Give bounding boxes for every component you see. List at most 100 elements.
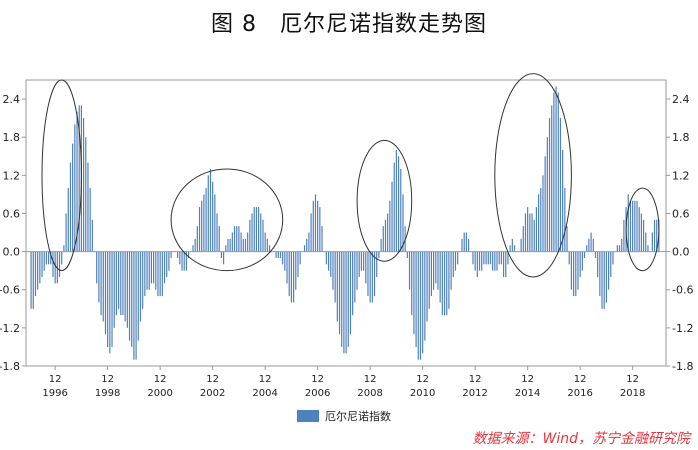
bar [214,194,216,252]
bar [255,207,257,252]
bar [47,251,50,265]
x-axis: 12 1996 12 1998 12 2000 12 2002 12 2004 12 2006 12 20… [42,366,645,399]
bar [577,251,579,290]
bar [50,251,52,265]
bar [229,238,231,252]
bar [494,251,496,271]
x-tick-year-label: 1996 [42,388,67,399]
bar [336,251,338,322]
bar [159,251,161,297]
bar [249,219,251,252]
bar [321,226,323,252]
bar [268,245,271,252]
annotation-ellipse [41,79,82,272]
bar [551,105,553,252]
annotation-ellipse [494,73,572,278]
bar [570,251,572,290]
x-tick-year-label: 2002 [200,388,225,399]
bar [555,86,557,252]
bar [426,251,428,322]
bar [63,245,65,252]
bar [428,251,430,309]
bar [41,251,43,278]
bar [91,219,93,252]
x-tick-month-label: 12 [154,374,167,385]
bar [389,200,391,252]
bar [640,213,642,252]
bar [236,226,238,252]
bar [572,251,575,297]
bar [155,251,157,290]
bar [279,251,282,258]
y-axis-left: 2.4 1.8 1.2 0.6 0.0 -0.6 -1.2 -1.8 [0,93,26,373]
bar [87,162,89,252]
bar [511,238,513,252]
bar [535,207,537,252]
bar [100,251,102,316]
bar [581,251,583,271]
bar [275,251,277,258]
bar [411,251,413,316]
bar [439,251,441,303]
bar [354,251,356,303]
bar [393,162,395,252]
bar [257,207,260,252]
bar [527,207,529,252]
bar [524,213,527,252]
bar [314,194,317,252]
bar [352,251,354,316]
bar [413,251,415,335]
bar [218,226,220,252]
chart-title: 图 8 厄尔尼诺指数走势图 [211,12,487,37]
bar [380,238,382,252]
bar [476,251,478,278]
bar [111,251,113,347]
y-tick-label-right: 1.2 [672,169,690,182]
legend-label: 厄尔尼诺指数 [325,410,391,423]
bar [607,251,610,290]
bar [417,251,419,360]
bar [568,251,570,265]
bar [58,251,61,278]
bar [618,245,621,252]
bar [605,251,607,303]
bar [343,251,345,354]
bar [54,251,56,284]
y-tick-label-right: 1.8 [672,131,690,144]
bar [266,238,268,252]
x-tick-year-label: 2010 [410,388,435,399]
bar [402,194,404,252]
bar [540,188,542,252]
bar [207,175,209,252]
bar [72,143,74,252]
bar [120,251,122,316]
x-tick-month-label: 12 [49,374,62,385]
bar [65,213,67,252]
bar [566,226,568,252]
bar [69,162,72,252]
bar [212,181,214,252]
bar [260,213,262,252]
bar [533,219,535,252]
bar [485,251,487,265]
bar [391,181,393,252]
x-tick-year-label: 2006 [305,388,330,399]
bar [579,251,581,278]
bar [107,251,109,347]
bar [113,251,115,328]
bar [128,251,131,341]
bar [623,219,625,252]
bar [500,251,502,265]
bar [432,251,435,290]
bar [168,251,170,271]
bar [338,251,341,335]
bar [56,251,58,284]
bar [295,251,297,290]
bar [327,251,330,271]
bar [638,207,640,252]
bar [601,251,603,309]
y-tick-label-left: -1.8 [0,360,20,373]
bar [360,251,362,271]
bar [299,251,301,265]
